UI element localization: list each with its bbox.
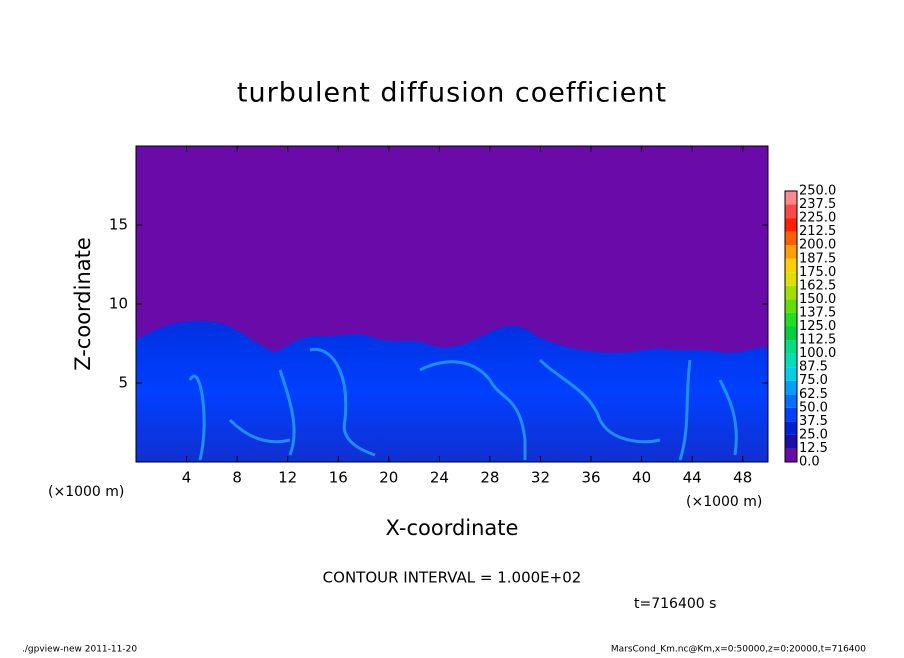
colorbar-bin — [785, 340, 797, 354]
colorbar-bin — [785, 380, 797, 395]
colorbar-label: 150.0 — [799, 292, 836, 307]
colorbar-label: 12.5 — [799, 441, 828, 456]
colorbar-label: 212.5 — [799, 224, 836, 239]
x-tick-label: 24 — [430, 469, 449, 487]
colorbar-label: 62.5 — [799, 387, 828, 402]
x-tick-label: 12 — [278, 469, 297, 487]
colorbar-label: 200.0 — [799, 238, 836, 253]
x-tick-label: 44 — [683, 469, 702, 487]
x-axis-label: X-coordinate — [386, 516, 519, 540]
colorbar-label: 75.0 — [799, 373, 828, 388]
colorbar-label: 100.0 — [799, 346, 836, 361]
footer-left: ./gpview-new 2011-11-20 — [22, 645, 137, 655]
colorbar-bin — [785, 312, 797, 327]
y-tick-label: 15 — [109, 216, 128, 234]
footer-right: MarsCond_Km.nc@Km,x=0:50000,z=0:20000,t=… — [611, 645, 866, 655]
colorbar-label: 37.5 — [799, 414, 828, 429]
y-axis-label: Z-coordinate — [71, 237, 95, 371]
colorbar-label: 0.0 — [799, 455, 820, 470]
x-tick-label: 28 — [480, 469, 499, 487]
colorbar-label: 162.5 — [799, 278, 836, 293]
colorbar-bin — [785, 353, 797, 368]
x-tick-label: 40 — [632, 469, 651, 487]
time-note: t=716400 s — [634, 596, 716, 612]
colorbar-bin — [785, 218, 797, 232]
colorbar-label: 137.5 — [799, 305, 836, 320]
colorbar-label: 237.5 — [799, 197, 836, 212]
colorbar-bin — [785, 204, 797, 219]
colorbar-bin — [785, 245, 797, 259]
x-tick-label: 16 — [329, 469, 348, 487]
colorbar-label: 25.0 — [799, 427, 828, 442]
colorbar-frame — [784, 190, 798, 463]
colorbar-label: 112.5 — [799, 333, 836, 348]
y-tick-label: 5 — [118, 374, 128, 392]
colorbar-bin — [785, 421, 797, 435]
x-unit-right: (×1000 m) — [686, 494, 762, 510]
x-tick-label: 8 — [232, 469, 242, 487]
colorbar-bin — [785, 299, 797, 313]
colorbar-label: 225.0 — [799, 211, 836, 226]
colorbar-bin — [785, 367, 797, 381]
colorbar-bin — [785, 285, 797, 300]
x-tick-label: 36 — [581, 469, 600, 487]
colorbar-bin — [785, 272, 797, 286]
colorbar-label: 87.5 — [799, 360, 828, 375]
x-tick-label: 20 — [379, 469, 398, 487]
colorbar-bin — [785, 326, 797, 341]
colorbar-bin — [785, 394, 797, 408]
chart-title: turbulent diffusion coefficient — [237, 78, 667, 109]
x-tick-label: 32 — [531, 469, 550, 487]
colorbar-label: 175.0 — [799, 265, 836, 280]
colorbar-label: 250.0 — [799, 184, 836, 199]
colorbar-label: 50.0 — [799, 400, 828, 415]
colorbar-bin — [785, 448, 797, 462]
contour-note: CONTOUR INTERVAL = 1.000E+02 — [323, 569, 582, 587]
eddy-streaks — [188, 347, 738, 461]
colorbar-bin — [785, 434, 797, 449]
colorbar-bin — [785, 191, 797, 205]
colorbar-label: 187.5 — [799, 251, 836, 266]
colorbar-label: 125.0 — [799, 319, 836, 334]
colorbar-bin — [785, 258, 797, 273]
x-tick-label: 48 — [733, 469, 752, 487]
colorbar-bin — [785, 231, 797, 246]
x-unit: (×1000 m) — [48, 484, 124, 500]
x-tick-label: 4 — [182, 469, 192, 487]
colorbar-bin — [785, 407, 797, 422]
y-tick-label: 10 — [109, 295, 128, 313]
field — [136, 146, 768, 462]
